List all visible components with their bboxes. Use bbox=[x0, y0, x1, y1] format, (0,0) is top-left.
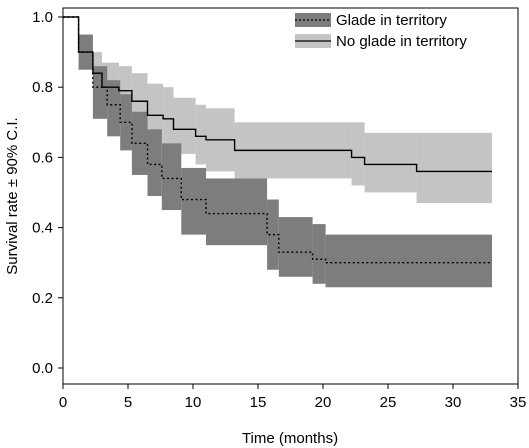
x-axis-title: Time (months) bbox=[242, 430, 338, 447]
x-axis: 0 5 10 15 20 25 30 35 bbox=[59, 384, 527, 411]
ci-band-no-glade-in-territory bbox=[163, 87, 174, 147]
legend-label-glade: Glade in territory bbox=[336, 12, 447, 29]
ci-band-glade-in-territory bbox=[325, 234, 492, 288]
x-tick-label: 10 bbox=[185, 394, 202, 411]
ci-band-glade-in-territory bbox=[181, 167, 206, 235]
y-tick-label: 0.4 bbox=[32, 220, 53, 237]
x-tick-label: 0 bbox=[59, 394, 67, 411]
ci-band-glade-in-territory bbox=[92, 66, 108, 119]
ci-band-no-glade-in-territory bbox=[147, 83, 164, 144]
ci-band-no-glade-in-territory bbox=[195, 104, 206, 165]
x-tick-label: 35 bbox=[510, 394, 527, 411]
x-tick-label: 5 bbox=[124, 394, 132, 411]
y-tick-label: 0.6 bbox=[32, 149, 53, 166]
y-axis: 0.0 0.2 0.4 0.6 0.8 1.0 bbox=[32, 9, 63, 377]
ci-band-glade-in-territory bbox=[107, 80, 121, 137]
legend: Glade in territory No glade in territory bbox=[295, 12, 467, 50]
ci-band-glade-in-territory bbox=[147, 129, 162, 197]
legend-label-no-glade: No glade in territory bbox=[336, 33, 467, 50]
ci-band-no-glade-in-territory bbox=[364, 132, 417, 193]
ci-band-no-glade-in-territory bbox=[173, 97, 196, 154]
x-tick-label: 20 bbox=[315, 394, 332, 411]
x-tick-label: 15 bbox=[250, 394, 267, 411]
x-tick-label: 25 bbox=[380, 394, 397, 411]
survival-line-no-glade-in-territory bbox=[63, 16, 492, 173]
ci-band-no-glade-in-territory bbox=[351, 122, 365, 186]
ci-band-glade-in-territory bbox=[161, 143, 182, 211]
y-axis-title: Survival rate ± 90% C.I. bbox=[4, 117, 21, 274]
survival-line-glade-in-territory bbox=[63, 16, 492, 264]
y-tick-label: 1.0 bbox=[32, 9, 53, 26]
plot-frame bbox=[62, 7, 519, 385]
y-tick-label: 0.0 bbox=[32, 360, 53, 377]
confidence-bands bbox=[78, 34, 492, 288]
ci-band-glade-in-territory bbox=[278, 217, 313, 277]
survival-lines bbox=[63, 16, 492, 264]
y-tick-label: 0.8 bbox=[32, 79, 53, 96]
ci-band-no-glade-in-territory bbox=[416, 132, 492, 204]
ci-band-glade-in-territory bbox=[312, 224, 326, 284]
x-tick-label: 30 bbox=[445, 394, 462, 411]
y-tick-label: 0.2 bbox=[32, 290, 53, 307]
ci-band-glade-in-territory bbox=[206, 178, 268, 246]
